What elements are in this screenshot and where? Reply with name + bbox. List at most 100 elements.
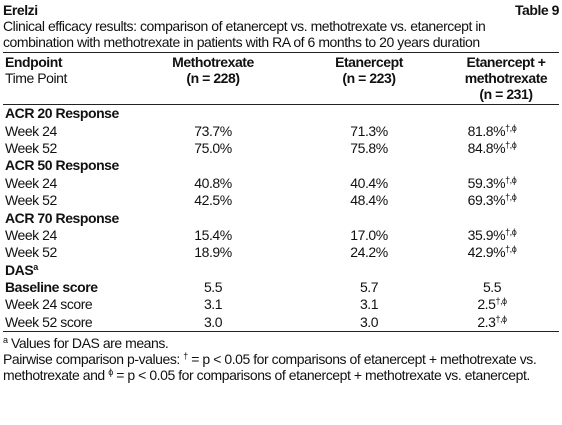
product-name: Erelzi (3, 2, 38, 18)
footnote-marker: a (33, 261, 38, 272)
row-label: Week 52 (5, 192, 57, 209)
significance-marker: †,ϕ (505, 139, 517, 150)
value: 3.0 (203, 313, 223, 330)
value: 75.8% (350, 139, 388, 156)
column-header-line: Etanercept (335, 54, 403, 70)
section-title: DAS (5, 261, 34, 278)
column-header-line: Etanercept + (466, 54, 546, 70)
header: Erelzi Table 9 (3, 2, 559, 18)
section-row: DASa (3, 262, 559, 279)
significance-marker: †,ϕ (505, 244, 517, 255)
efficacy-table: Endpoint Time Point Methotrexate (n = 228) E… (3, 52, 559, 332)
value-cell: 2.3†,ϕ (453, 314, 559, 332)
value-cell: 5.5 (453, 279, 559, 296)
value-cell: 73.7% (141, 122, 285, 139)
row-label: Week 24 (5, 122, 57, 139)
row-label: Week 52 (5, 139, 57, 156)
value: 59.3% (467, 174, 506, 191)
value-cell: 81.8%†,ϕ (453, 122, 559, 139)
row-label: Week 52 score (5, 313, 93, 330)
value-cell: 3.1 (285, 296, 453, 313)
column-header: Endpoint Time Point (3, 53, 141, 105)
header-row: Endpoint Time Point Methotrexate (n = 228) E… (3, 52, 559, 105)
section-row: ACR 50 Response (3, 157, 559, 174)
value: 3.1 (203, 296, 223, 313)
value-cell: 75.0% (141, 140, 285, 157)
value: 2.5 (477, 296, 496, 313)
footnote-text: Pairwise comparison p-values: (3, 351, 184, 368)
footnote-symbol: † (183, 351, 188, 362)
section-title: ACR 70 Response (5, 209, 119, 226)
footnote-text: = p < 0.05 for comparisons of etanercept… (112, 367, 530, 384)
value: 48.4% (350, 192, 388, 209)
value: 3.0 (359, 313, 379, 330)
value: 17.0% (350, 226, 388, 243)
section-title-cell: DASa (3, 262, 559, 279)
value: 5.5 (482, 279, 502, 296)
data-row: Week 52 18.9% 24.2% 42.9%†,ϕ (3, 244, 559, 261)
column-header-line: (n = 231) (479, 86, 533, 102)
value-cell: 18.9% (141, 244, 285, 261)
value-cell: 15.4% (141, 227, 285, 244)
footnotes: a Values for DAS are means. Pairwise comp… (3, 335, 559, 383)
value: 40.4% (350, 174, 388, 191)
footnote-symbol: ϕ (108, 367, 113, 378)
value-cell: 35.9%†,ϕ (453, 227, 559, 244)
table-head: Endpoint Time Point Methotrexate (n = 228) E… (3, 52, 559, 105)
data-row: Week 52 75.0% 75.8% 84.8%†,ϕ (3, 140, 559, 157)
value-cell: 71.3% (285, 122, 453, 139)
value-cell: 84.8%†,ϕ (453, 140, 559, 157)
significance-marker: †,ϕ (495, 296, 507, 307)
row-label: Baseline score (5, 279, 98, 296)
significance-marker: †,ϕ (505, 226, 517, 237)
section-row: ACR 20 Response (3, 105, 559, 123)
value-cell: 42.5% (141, 192, 285, 209)
footnote: a Values for DAS are means. (3, 335, 559, 351)
value: 5.5 (203, 279, 223, 296)
data-row: Week 52 score 3.0 3.0 2.3†,ϕ (3, 314, 559, 332)
row-label: Week 24 (5, 226, 57, 243)
column-header: Etanercept + methotrexate (n = 231) (453, 53, 559, 105)
value: 3.1 (359, 296, 379, 313)
value: 35.9% (467, 226, 506, 243)
value: 24.2% (350, 244, 388, 261)
data-row: Week 24 40.8% 40.4% 59.3%†,ϕ (3, 175, 559, 192)
value-cell: 2.5†,ϕ (453, 296, 559, 313)
value-cell: 42.9%†,ϕ (453, 244, 559, 261)
value-cell: 40.8% (141, 175, 285, 192)
section-title-cell: ACR 70 Response (3, 209, 559, 226)
section-title: ACR 50 Response (5, 157, 119, 174)
value-cell: 75.8% (285, 140, 453, 157)
section-title: ACR 20 Response (5, 105, 119, 122)
value-cell: 3.0 (285, 314, 453, 332)
data-row: Week 24 73.7% 71.3% 81.8%†,ϕ (3, 122, 559, 139)
value: 18.9% (194, 244, 232, 261)
data-row: Week 24 15.4% 17.0% 35.9%†,ϕ (3, 227, 559, 244)
caption: Clinical efficacy results: comparison of… (3, 18, 486, 50)
row-label: Week 24 score (5, 296, 93, 313)
value-cell: 3.0 (141, 314, 285, 332)
value: 73.7% (194, 122, 232, 139)
column-header: Etanercept (n = 223) (285, 53, 453, 105)
table-body: ACR 20 Response Week 24 73.7% 71.3% 81.8%†,ϕ… (3, 105, 559, 332)
document: Erelzi Table 9 Clinical efficacy results… (3, 2, 559, 383)
row-label: Week 52 (5, 244, 57, 261)
value-cell: 48.4% (285, 192, 453, 209)
footnote-symbol: a (3, 335, 8, 346)
value: 81.8% (467, 122, 506, 139)
column-header-line: Time Point (5, 70, 67, 86)
value-cell: 5.7 (285, 279, 453, 296)
column-header-line: Methotrexate (172, 54, 254, 70)
value: 42.9% (467, 244, 506, 261)
column-header-line: (n = 223) (342, 70, 396, 86)
value: 71.3% (350, 122, 388, 139)
column-header-line: Endpoint (5, 54, 63, 70)
column-header-line: methotrexate (464, 70, 548, 86)
footnote-text: = p < 0.05 for comparisons of etanercept… (3, 351, 537, 384)
value: 75.0% (194, 139, 232, 156)
footnote-text: Values for DAS are means. (7, 335, 169, 352)
value: 15.4% (194, 226, 232, 243)
data-row: Week 52 42.5% 48.4% 69.3%†,ϕ (3, 192, 559, 209)
